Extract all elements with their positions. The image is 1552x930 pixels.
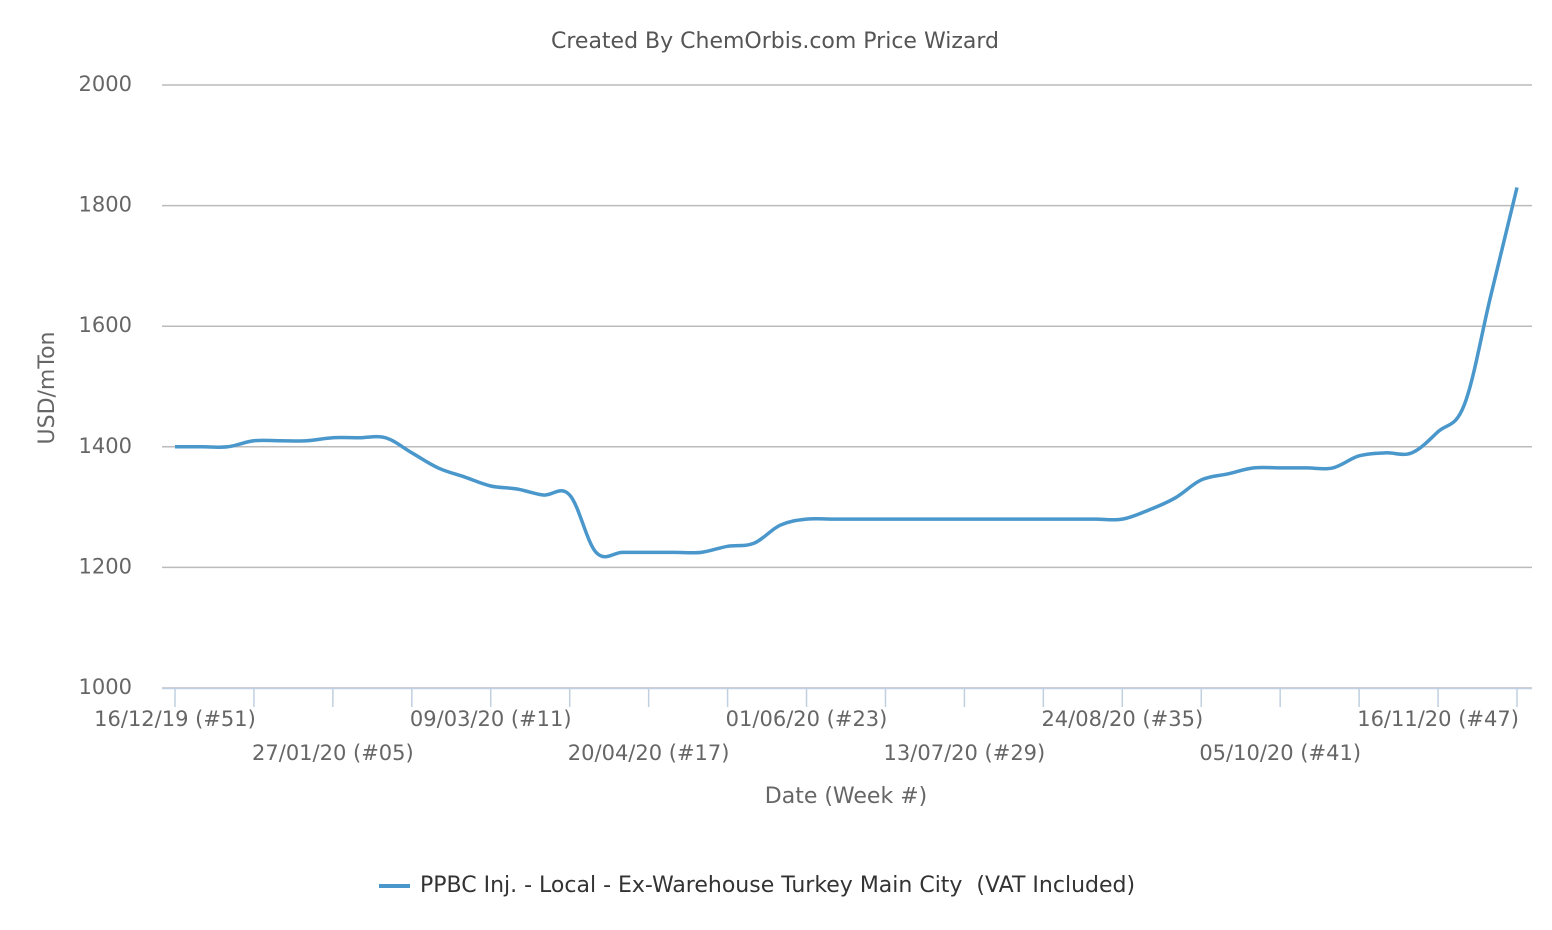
y-tick-label: 2000: [79, 72, 132, 96]
x-tick-label: 27/01/20 (#05): [252, 741, 414, 765]
y-tick-label: 1600: [79, 313, 132, 337]
line-series: [174, 187, 1519, 559]
y-tick-label: 1400: [79, 434, 132, 458]
x-tick-label: 20/04/20 (#17): [568, 741, 730, 765]
legend-label: PPBC Inj. - Local - Ex-Warehouse Turkey …: [420, 873, 1135, 898]
x-axis-label: Date (Week #): [765, 784, 927, 809]
y-tick-label: 1000: [79, 675, 132, 699]
chart-title: Created By ChemOrbis.com Price Wizard: [551, 29, 999, 54]
x-tick-label: 09/03/20 (#11): [410, 707, 572, 731]
x-tick-label: 24/08/20 (#35): [1041, 707, 1203, 731]
y-axis-label: USD/mTon: [35, 332, 60, 445]
x-tick-label: 05/10/20 (#41): [1199, 741, 1361, 765]
y-tick-label: 1800: [79, 193, 132, 217]
x-tick-label: 13/07/20 (#29): [884, 741, 1046, 765]
x-tick-label: 01/06/20 (#23): [726, 707, 888, 731]
y-tick-label: 1200: [79, 554, 132, 578]
x-tick-label: 16/12/19 (#51): [94, 707, 256, 731]
x-tick-label: 16/11/20 (#47): [1357, 707, 1519, 731]
